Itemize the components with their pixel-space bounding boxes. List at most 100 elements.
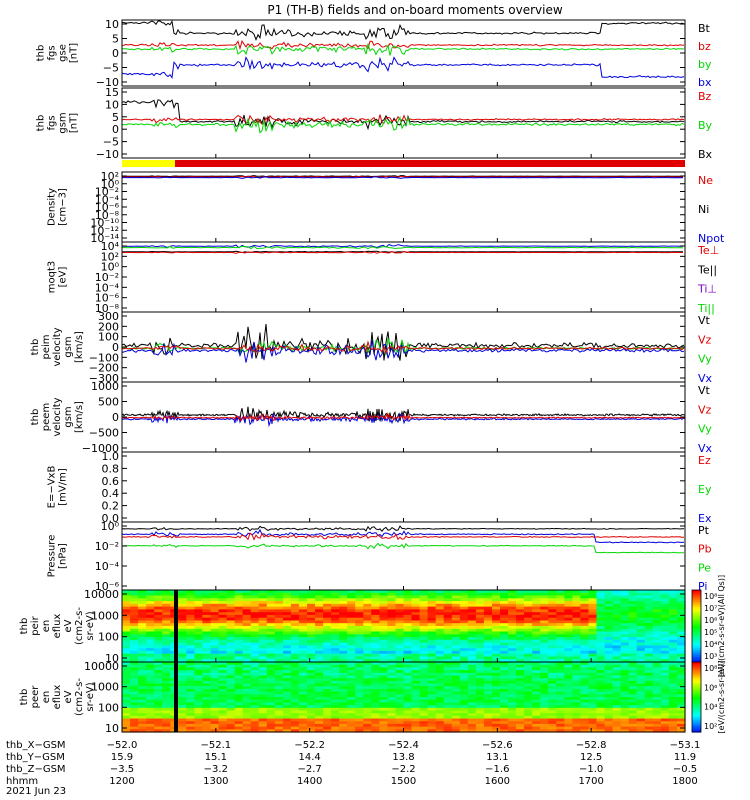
- spectrogram-cell: [339, 723, 348, 728]
- spectrogram-cell: [186, 656, 195, 660]
- spectrogram-cell: [154, 710, 163, 714]
- y-tick-label: −10: [96, 76, 119, 89]
- spectrogram-cell: [524, 726, 533, 730]
- spectrogram-cell: [323, 634, 332, 638]
- spectrogram-cell: [307, 707, 316, 712]
- spectrogram-cell: [282, 718, 292, 722]
- spectrogram-cell: [250, 683, 260, 687]
- spectrogram-cell: [419, 683, 429, 687]
- colorbar-cell: [692, 594, 701, 598]
- spectrogram-cell: [492, 637, 501, 641]
- spectrogram-cell: [274, 667, 284, 671]
- spectrogram-cell: [387, 659, 396, 663]
- spectrogram-cell: [395, 620, 405, 624]
- spectrogram-cell: [483, 662, 493, 666]
- spectrogram-cell: [355, 614, 364, 619]
- spectrogram-cell: [347, 590, 356, 594]
- spectrogram-cell: [194, 715, 203, 720]
- spectrogram-cell: [307, 642, 316, 646]
- spectrogram-cell: [331, 609, 340, 613]
- y-axis-label-8: Pressure [nPa]: [47, 535, 69, 578]
- spectrogram-cell: [443, 683, 453, 687]
- spectrogram-cell: [290, 656, 300, 660]
- spectrogram-cell: [210, 598, 220, 602]
- spectrogram-cell: [242, 637, 252, 641]
- spectrogram-cell: [226, 694, 236, 698]
- spectrogram-cell: [234, 729, 244, 733]
- y-axis-label-line: gse: [58, 44, 69, 62]
- spectrogram-cell: [363, 637, 372, 641]
- spectrogram-cell: [411, 715, 421, 720]
- spectrogram-cell: [508, 699, 517, 703]
- spectrogram-cell: [323, 614, 332, 619]
- spectrogram-cell: [620, 667, 630, 671]
- spectrogram-cell: [475, 715, 485, 720]
- spectrogram-cell: [339, 612, 348, 616]
- spectrogram-cell: [202, 606, 211, 610]
- spectrogram-cell: [660, 617, 670, 622]
- spectrogram-cell: [500, 603, 509, 608]
- spectrogram-cell: [524, 667, 533, 671]
- spectrogram-cell: [459, 726, 469, 730]
- spectrogram-cell: [524, 705, 533, 709]
- spectrogram-cell: [427, 609, 437, 613]
- spectrogram-cell: [500, 659, 509, 663]
- spectrogram-cell: [274, 680, 284, 685]
- spectrogram-cell: [122, 721, 131, 725]
- spectrogram-cell: [451, 639, 461, 644]
- spectrogram-cell: [524, 642, 533, 646]
- spectrogram-cell: [524, 612, 533, 616]
- spectrogram-cell: [500, 715, 509, 720]
- spectrogram-cell: [556, 653, 565, 658]
- spectrogram-cell: [588, 697, 598, 701]
- spectrogram-cell: [379, 628, 388, 633]
- spectrogram-cell: [154, 699, 163, 703]
- spectrogram-cell: [258, 653, 268, 658]
- spectrogram-cell: [508, 694, 517, 698]
- y-axis-label-line: eV: [63, 690, 74, 703]
- spectrogram-cell: [395, 595, 405, 599]
- spectrogram-cell: [186, 628, 195, 633]
- spectrogram-cell: [339, 590, 348, 594]
- spectrogram-cell: [379, 723, 388, 728]
- spectrogram-cell: [355, 683, 364, 687]
- spectrogram-cell: [146, 628, 155, 633]
- spectrogram-cell: [258, 702, 268, 706]
- spectrogram-cell: [540, 592, 549, 597]
- spectrogram-cell: [242, 614, 252, 619]
- spectrogram-cell: [186, 721, 195, 725]
- spectrogram-cell: [371, 650, 380, 655]
- spectrogram-cell: [572, 639, 581, 644]
- spectrogram-cell: [596, 645, 606, 649]
- spectrogram-cell: [467, 678, 477, 682]
- spectrogram-cell: [524, 691, 533, 695]
- spectrogram-cell: [282, 705, 292, 709]
- spectrogram-cell: [226, 645, 236, 649]
- spectrogram-cell: [331, 662, 340, 666]
- spectrogram-cell: [540, 707, 549, 712]
- spectrogram-cell: [419, 662, 429, 666]
- spectrogram-cell: [556, 614, 565, 619]
- spectrogram-cell: [178, 645, 187, 649]
- spectrogram-cell: [516, 705, 525, 709]
- spectrogram-cell: [186, 675, 195, 679]
- spectrogram-cell: [620, 606, 630, 610]
- spectrogram-cell: [122, 678, 131, 682]
- spectrogram-cell: [435, 702, 445, 706]
- spectrogram-cell: [331, 683, 340, 687]
- spectrogram-cell: [122, 662, 131, 666]
- spectrogram-cell: [668, 612, 678, 616]
- spectrogram-cell: [154, 729, 163, 733]
- spectrogram-cell: [202, 667, 211, 671]
- spectrogram-cell: [459, 667, 469, 671]
- spectrogram-cell: [475, 686, 485, 690]
- spectrogram-cell: [451, 590, 461, 594]
- spectrogram-cell: [596, 723, 606, 728]
- spectrogram-cell: [146, 595, 155, 599]
- spectrogram-cell: [315, 667, 324, 671]
- spectrogram-cell: [234, 670, 244, 674]
- spectrogram-cell: [298, 628, 308, 633]
- spectrogram-cell: [500, 645, 509, 649]
- spectrogram-cell: [644, 612, 654, 616]
- spectrogram-cell: [500, 718, 509, 722]
